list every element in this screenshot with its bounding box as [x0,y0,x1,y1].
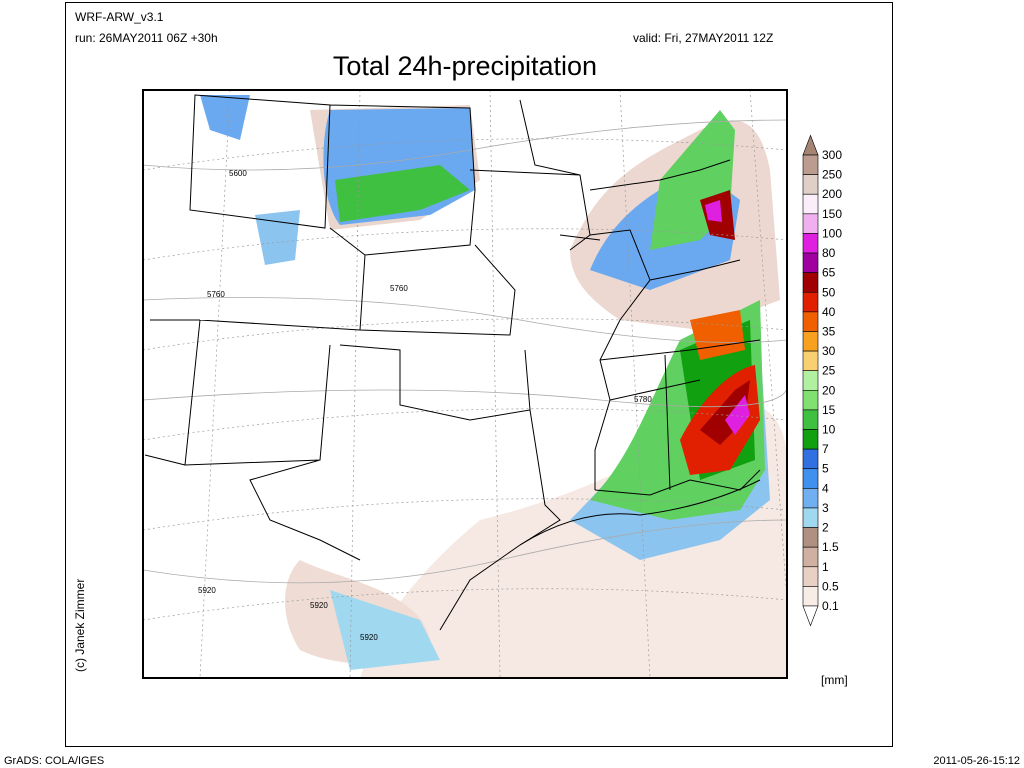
legend-label: 4 [822,481,829,495]
precip-area [700,380,750,445]
colorbar-box [802,350,819,371]
footer-left: GrADS: COLA/IGES [4,755,104,767]
map-border [142,89,788,679]
legend-label: 80 [822,246,836,260]
contour-label: 5760 [390,284,408,293]
colorbar-box [802,272,819,293]
legend-label: 20 [822,383,836,397]
contour-label: 5780 [634,395,652,404]
legend-label: 1.5 [822,540,839,554]
precip-area [690,310,745,360]
unit-label: [mm] [821,673,848,687]
colorbar-cap [802,605,819,627]
legend-label: 3 [822,501,829,515]
colorbar-box [802,233,819,254]
legend-label: 200 [822,187,842,201]
legend-label: 150 [822,207,842,221]
precip-area [200,95,250,140]
state-boundary [144,94,761,631]
contour-labels: 5600 5760 5760 5780 5920 5920 5920 [198,169,652,642]
graticule [143,90,787,678]
precip-area [335,165,470,222]
colorbar-box [802,331,819,352]
legend-label: 2 [822,521,829,535]
colorbar-box [802,390,819,411]
footer-right: 2011-05-26-15:12 [933,755,1020,767]
legend-label: 40 [822,305,836,319]
precip-area [705,200,722,222]
height-contour [143,119,787,584]
legend-label: 50 [822,285,836,299]
colorbar-box [802,448,819,470]
colorbar-box [802,586,819,607]
colorbar-box [802,507,819,528]
legend-label: 1 [822,560,829,574]
run-label: run: 26MAY2011 06Z +30h [75,31,218,45]
colorbar-box [802,527,819,548]
colorbar-box [802,252,819,273]
precip-area [330,590,440,670]
legend-label: 10 [822,423,836,437]
model-label: WRF-ARW_v3.1 [75,10,164,24]
legend-label: 35 [822,324,836,338]
contour-label: 5920 [310,601,328,610]
colorbar-box [802,193,819,215]
legend-label: 0.5 [822,579,839,593]
valid-label: valid: Fri, 27MAY2011 12Z [633,31,773,45]
legend-label: 300 [822,148,842,162]
colorbar-box [802,370,819,391]
contour-label: 5920 [360,633,378,642]
colorbar-box [802,546,819,568]
contour-label: 5760 [207,290,225,299]
credit: (c) Janek Zimmer [73,579,87,672]
colorbar-box [802,213,819,234]
legend-label: 30 [822,344,836,358]
colorbar-box [802,488,819,509]
map-title: Total 24h-precipitation [333,51,597,81]
legend-label: 15 [822,403,836,417]
colorbar-box [802,154,819,175]
legend-label: 100 [822,226,842,240]
legend: 300 250 200 150 100 80 65 50 40 35 30 25 20 15 10 7 5 4 3 2… [802,134,842,627]
legend-label: 7 [822,442,829,456]
colorbar-box [802,429,819,450]
map: 5600 5760 5760 5780 5920 5920 5920 [142,89,788,679]
legend-label: 25 [822,364,836,378]
colorbar-box [802,174,819,195]
colorbar-box [802,291,819,313]
contour-label: 5600 [229,169,247,178]
legend-label: 65 [822,266,836,280]
colorbar-box [802,311,819,332]
colorbar-box [802,566,819,587]
colorbar-box [802,468,819,489]
coastline [519,479,761,546]
colorbar-box [802,409,819,430]
legend-label: 0.1 [822,599,839,613]
contour-label: 5920 [198,586,216,595]
legend-label: 250 [822,168,842,182]
legend-label: 5 [822,462,829,476]
precip-area [255,210,300,265]
